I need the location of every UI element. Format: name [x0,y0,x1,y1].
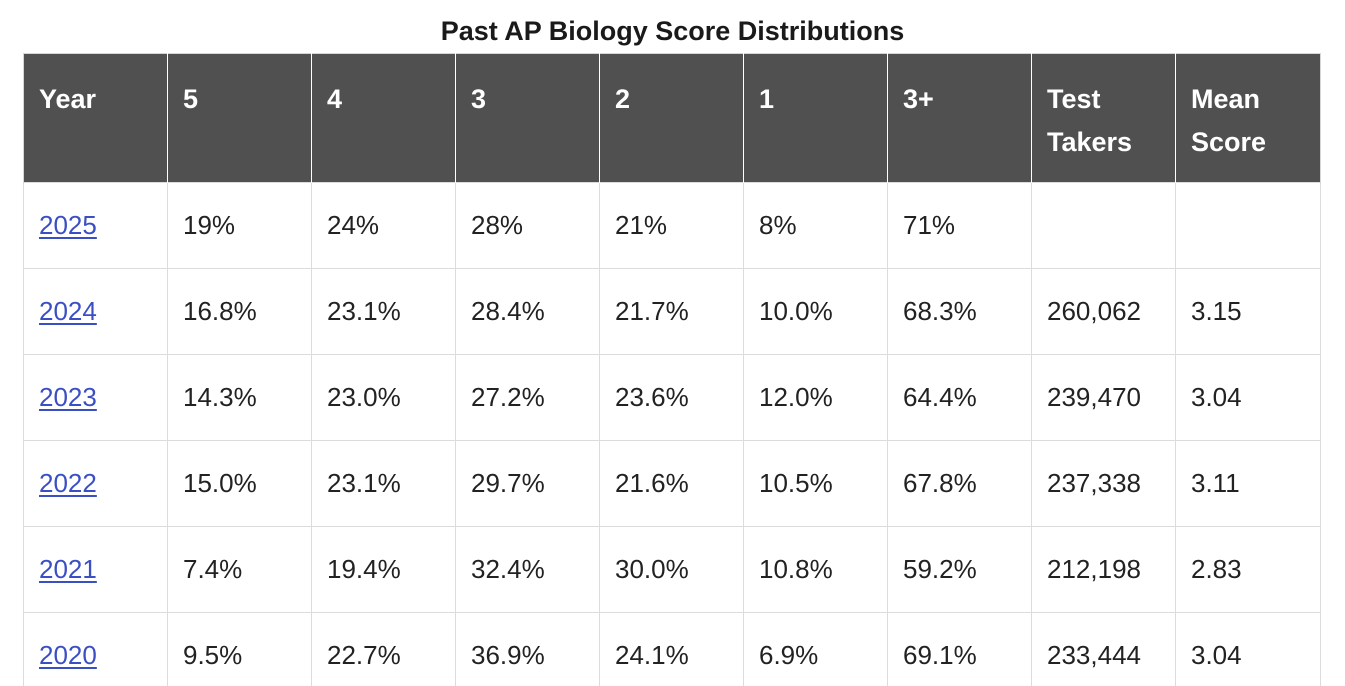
header-score-3: 3 [455,53,600,183]
year-link[interactable]: 2024 [39,296,97,326]
score-3-cell: 28.4% [455,268,600,355]
test-takers-cell: 237,338 [1031,440,1176,527]
mean-score-cell: 3.11 [1175,440,1321,527]
score-2-cell: 23.6% [599,354,744,441]
header-year: Year [23,53,168,183]
year-link[interactable]: 2025 [39,210,97,240]
mean-score-cell: 3.15 [1175,268,1321,355]
score-3-plus-cell: 64.4% [887,354,1032,441]
year-cell: 2025 [23,182,168,269]
header-row: Year 5 4 3 2 1 3+ Test Takers Mean Score [23,53,1321,183]
year-cell: 2021 [23,526,168,613]
score-5-cell: 15.0% [167,440,312,527]
score-2-cell: 21.7% [599,268,744,355]
score-4-cell: 23.0% [311,354,456,441]
year-cell: 2022 [23,440,168,527]
score-3-plus-cell: 69.1% [887,612,1032,686]
score-distribution-table: Year 5 4 3 2 1 3+ Test Takers Mean Score… [23,53,1321,686]
score-5-cell: 7.4% [167,526,312,613]
score-5-cell: 19% [167,182,312,269]
score-1-cell: 8% [743,182,888,269]
table-row: 2025 19% 24% 28% 21% 8% 71% [23,182,1321,269]
score-3-plus-cell: 71% [887,182,1032,269]
score-2-cell: 21% [599,182,744,269]
score-5-cell: 9.5% [167,612,312,686]
header-mean-score: Mean Score [1175,53,1321,183]
score-3-plus-cell: 59.2% [887,526,1032,613]
score-4-cell: 22.7% [311,612,456,686]
header-test-takers: Test Takers [1031,53,1176,183]
year-cell: 2023 [23,354,168,441]
score-3-cell: 32.4% [455,526,600,613]
table-row: 2022 15.0% 23.1% 29.7% 21.6% 10.5% 67.8%… [23,440,1321,527]
score-1-cell: 6.9% [743,612,888,686]
year-cell: 2024 [23,268,168,355]
table-row: 2020 9.5% 22.7% 36.9% 24.1% 6.9% 69.1% 2… [23,612,1321,686]
test-takers-cell: 239,470 [1031,354,1176,441]
header-score-1: 1 [743,53,888,183]
test-takers-cell: 212,198 [1031,526,1176,613]
mean-score-cell: 2.83 [1175,526,1321,613]
score-4-cell: 24% [311,182,456,269]
table-title: Past AP Biology Score Distributions [440,16,905,46]
score-5-cell: 16.8% [167,268,312,355]
mean-score-cell: 3.04 [1175,612,1321,686]
header-score-3-plus: 3+ [887,53,1032,183]
score-2-cell: 24.1% [599,612,744,686]
score-5-cell: 14.3% [167,354,312,441]
header-score-4: 4 [311,53,456,183]
score-4-cell: 19.4% [311,526,456,613]
score-4-cell: 23.1% [311,440,456,527]
year-link[interactable]: 2023 [39,382,97,412]
table-row: 2023 14.3% 23.0% 27.2% 23.6% 12.0% 64.4%… [23,354,1321,441]
mean-score-cell [1175,182,1321,269]
test-takers-cell: 260,062 [1031,268,1176,355]
score-1-cell: 12.0% [743,354,888,441]
score-1-cell: 10.0% [743,268,888,355]
table-row: 2021 7.4% 19.4% 32.4% 30.0% 10.8% 59.2% … [23,526,1321,613]
score-2-cell: 21.6% [599,440,744,527]
score-1-cell: 10.5% [743,440,888,527]
year-link[interactable]: 2022 [39,468,97,498]
test-takers-cell: 233,444 [1031,612,1176,686]
year-cell: 2020 [23,612,168,686]
year-link[interactable]: 2021 [39,554,97,584]
header-score-5: 5 [167,53,312,183]
header-score-2: 2 [599,53,744,183]
score-3-plus-cell: 67.8% [887,440,1032,527]
score-3-plus-cell: 68.3% [887,268,1032,355]
score-3-cell: 28% [455,182,600,269]
score-1-cell: 10.8% [743,526,888,613]
score-2-cell: 30.0% [599,526,744,613]
test-takers-cell [1031,182,1176,269]
score-3-cell: 36.9% [455,612,600,686]
table-row: 2024 16.8% 23.1% 28.4% 21.7% 10.0% 68.3%… [23,268,1321,355]
year-link[interactable]: 2020 [39,640,97,670]
score-3-cell: 29.7% [455,440,600,527]
score-3-cell: 27.2% [455,354,600,441]
mean-score-cell: 3.04 [1175,354,1321,441]
score-4-cell: 23.1% [311,268,456,355]
